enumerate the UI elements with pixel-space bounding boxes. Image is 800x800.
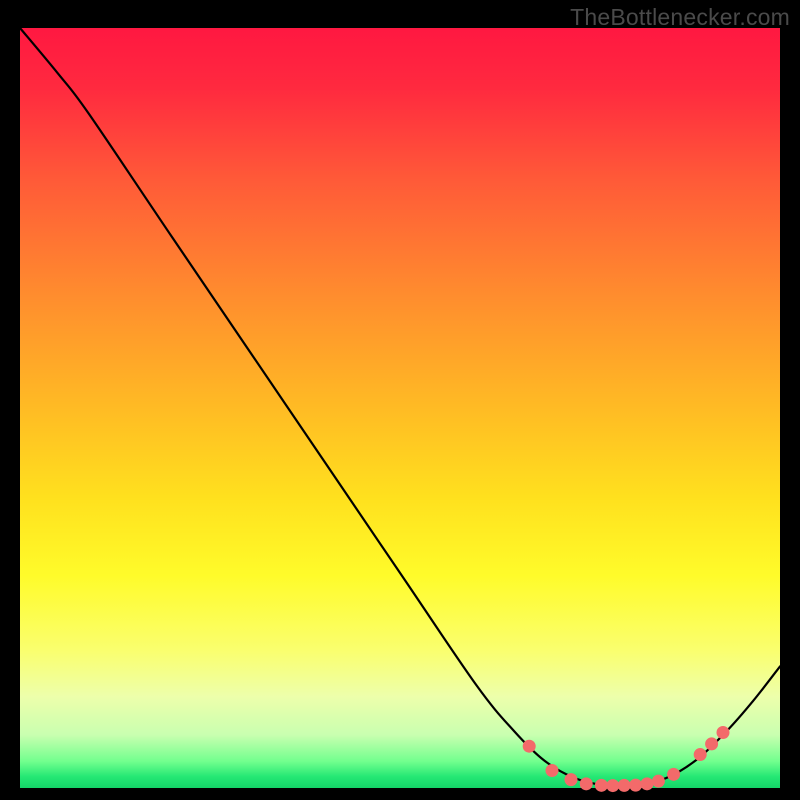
marker-dot <box>694 748 707 761</box>
marker-dot <box>667 768 680 781</box>
marker-dot <box>595 779 608 792</box>
marker-dot <box>652 775 665 788</box>
chart-stage: TheBottlenecker.com <box>0 0 800 800</box>
plot-background-gradient <box>20 28 780 788</box>
marker-dot <box>606 779 619 792</box>
marker-dot <box>705 737 718 750</box>
marker-dot <box>565 773 578 786</box>
marker-dot <box>641 777 654 790</box>
marker-dot <box>523 740 536 753</box>
bottleneck-chart <box>0 0 800 800</box>
marker-dot <box>618 779 631 792</box>
marker-dot <box>629 779 642 792</box>
watermark-text: TheBottlenecker.com <box>570 4 790 31</box>
marker-dot <box>717 726 730 739</box>
marker-dot <box>580 777 593 790</box>
marker-dot <box>546 764 559 777</box>
